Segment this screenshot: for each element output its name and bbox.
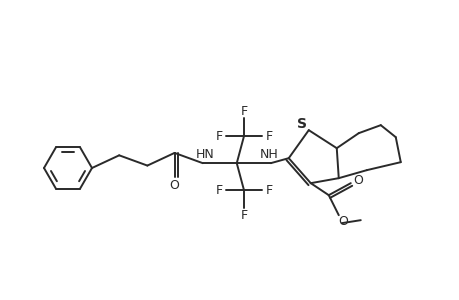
Text: F: F <box>215 184 222 197</box>
Text: O: O <box>169 179 179 192</box>
Text: F: F <box>240 105 247 118</box>
Text: F: F <box>240 209 247 222</box>
Text: S: S <box>296 117 306 131</box>
Text: O: O <box>337 215 347 228</box>
Text: HN: HN <box>195 148 214 161</box>
Text: F: F <box>265 184 272 197</box>
Text: F: F <box>265 130 272 142</box>
Text: F: F <box>215 130 222 142</box>
Text: NH: NH <box>259 148 278 161</box>
Text: O: O <box>352 174 362 187</box>
